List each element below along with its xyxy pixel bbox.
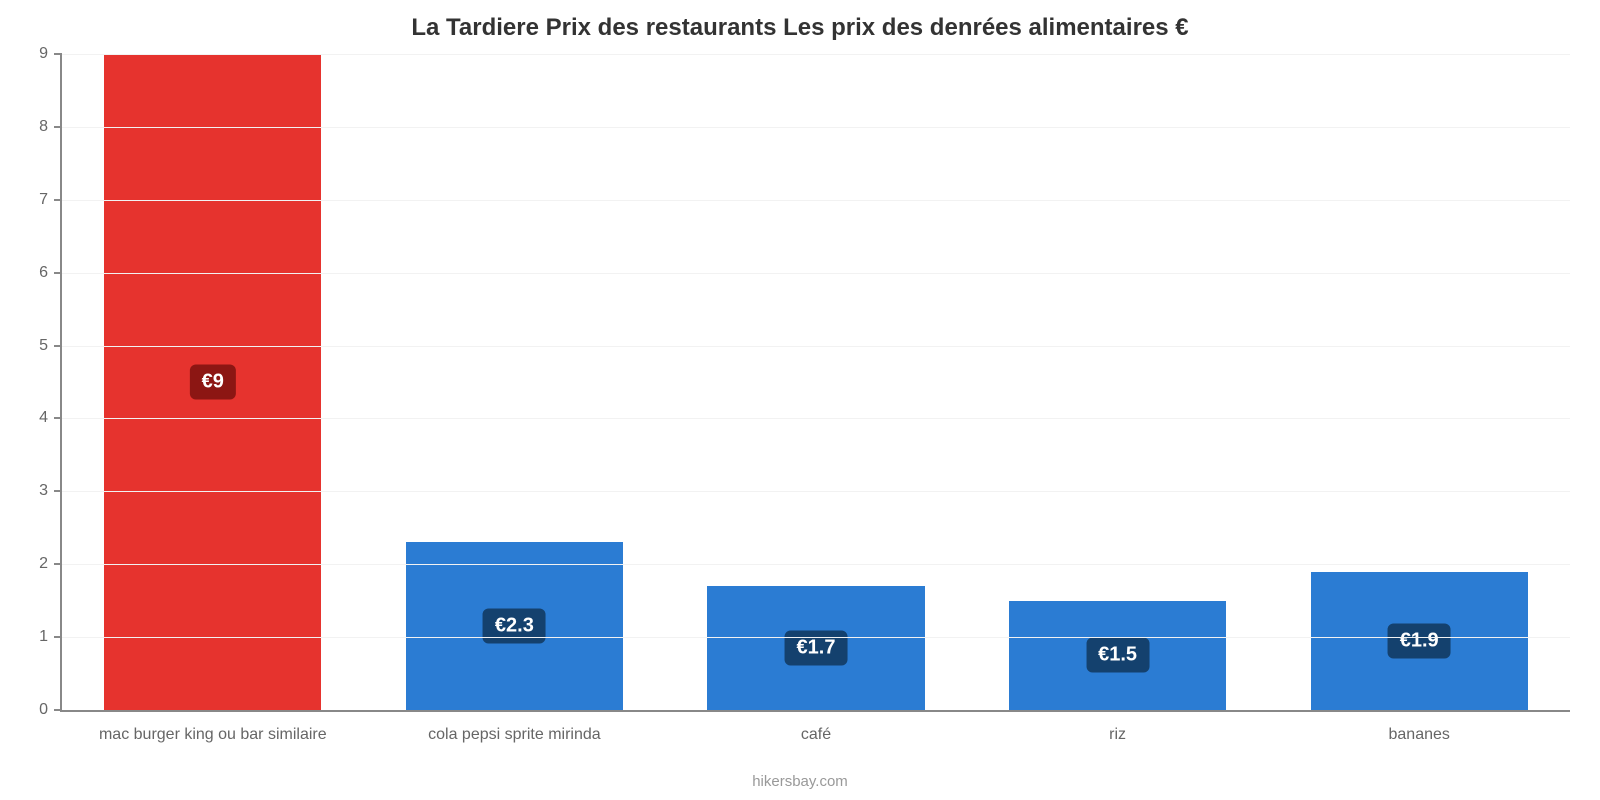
y-axis-tick-label: 1: [39, 628, 62, 646]
gridline: [62, 491, 1570, 492]
y-axis-tick-label: 5: [39, 337, 62, 355]
gridline: [62, 200, 1570, 201]
y-axis-tick-label: 3: [39, 482, 62, 500]
y-axis-tick-label: 0: [39, 701, 62, 719]
bar-slot: €1.9bananes: [1268, 54, 1570, 710]
y-axis-tick-label: 9: [39, 45, 62, 63]
bar-slot: €9mac burger king ou bar similaire: [62, 54, 364, 710]
y-axis-tick-label: 4: [39, 409, 62, 427]
gridline: [62, 418, 1570, 419]
bar-slot: €1.7café: [665, 54, 967, 710]
source-label: hikersbay.com: [0, 773, 1600, 790]
x-axis-tick-label: café: [801, 710, 831, 744]
x-axis-tick-label: riz: [1109, 710, 1126, 744]
bar-slot: €1.5riz: [967, 54, 1269, 710]
gridline: [62, 273, 1570, 274]
x-axis-tick-label: mac burger king ou bar similaire: [99, 710, 327, 744]
bars-layer: €9mac burger king ou bar similaire€2.3co…: [62, 54, 1570, 710]
y-axis-tick-label: 7: [39, 191, 62, 209]
bar-value-label: €1.5: [1086, 638, 1149, 673]
gridline: [62, 54, 1570, 55]
bar-value-label: €1.9: [1388, 623, 1451, 658]
chart-container: La Tardiere Prix des restaurants Les pri…: [0, 0, 1600, 800]
plot-area: €9mac burger king ou bar similaire€2.3co…: [60, 54, 1570, 712]
bar-value-label: €1.7: [785, 631, 848, 666]
y-axis-tick-label: 2: [39, 555, 62, 573]
gridline: [62, 346, 1570, 347]
bar-slot: €2.3cola pepsi sprite mirinda: [364, 54, 666, 710]
y-axis-tick-label: 6: [39, 264, 62, 282]
chart-title: La Tardiere Prix des restaurants Les pri…: [0, 14, 1600, 42]
bar-value-label: €2.3: [483, 609, 546, 644]
x-axis-tick-label: cola pepsi sprite mirinda: [428, 710, 601, 744]
y-axis-tick-label: 8: [39, 118, 62, 136]
gridline: [62, 564, 1570, 565]
x-axis-tick-label: bananes: [1388, 710, 1449, 744]
bar-value-label: €9: [190, 365, 236, 400]
gridline: [62, 127, 1570, 128]
gridline: [62, 637, 1570, 638]
